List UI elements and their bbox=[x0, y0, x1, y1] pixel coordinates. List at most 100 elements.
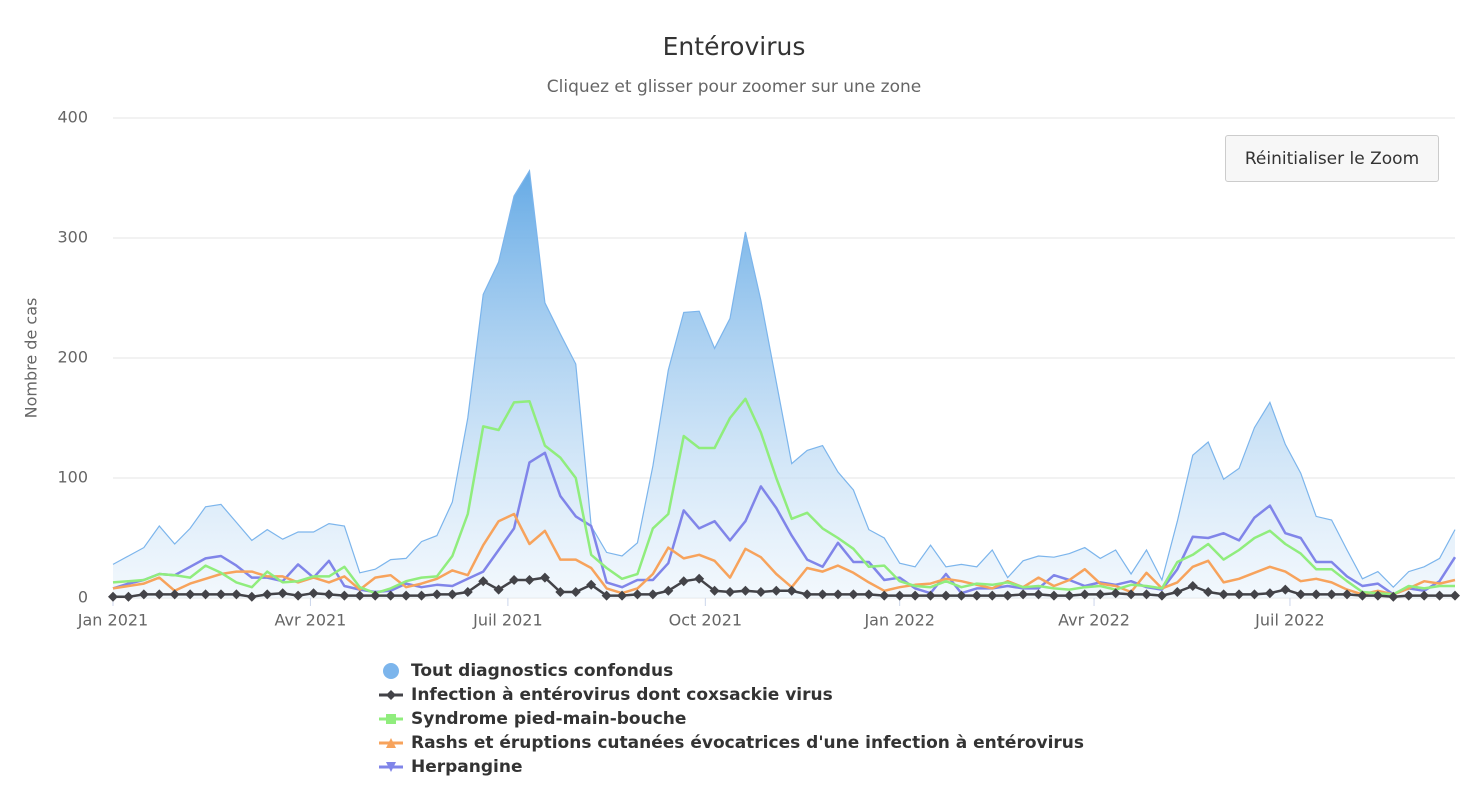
point-marker bbox=[786, 585, 797, 596]
legend-label: Rashs et éruptions cutanées évocatrices … bbox=[411, 733, 1084, 753]
point-marker bbox=[586, 579, 597, 590]
point-marker bbox=[246, 591, 257, 602]
series-line bbox=[112, 397, 1455, 596]
area-fill bbox=[113, 170, 1455, 599]
point-marker bbox=[832, 589, 843, 600]
point-marker bbox=[231, 589, 242, 600]
point-marker bbox=[647, 589, 658, 600]
x-tick-label: Juil 2022 bbox=[1254, 611, 1325, 630]
point-marker bbox=[462, 587, 473, 597]
point-marker bbox=[401, 590, 412, 601]
point-marker bbox=[509, 575, 520, 585]
legend-symbol bbox=[383, 663, 399, 679]
point-marker bbox=[1234, 589, 1245, 600]
point-marker bbox=[1372, 590, 1383, 601]
point-marker bbox=[323, 589, 334, 600]
y-axis-title: Nombre de cas bbox=[22, 298, 41, 419]
point-marker bbox=[987, 590, 998, 601]
reset-zoom-button[interactable]: Réinitialiser le Zoom bbox=[1225, 135, 1439, 182]
point-marker bbox=[339, 590, 350, 601]
point-marker bbox=[1033, 589, 1044, 600]
point-marker bbox=[1403, 590, 1414, 601]
point-marker bbox=[1218, 589, 1229, 600]
legend-label: Syndrome pied-main-bouche bbox=[411, 709, 686, 729]
point-marker bbox=[1064, 590, 1075, 601]
point-marker bbox=[1295, 589, 1306, 600]
area-line bbox=[112, 169, 1456, 589]
point-marker bbox=[539, 572, 550, 583]
y-tick-label: 300 bbox=[57, 228, 88, 247]
series-line bbox=[112, 512, 1456, 596]
point-marker bbox=[108, 591, 118, 602]
point-marker bbox=[755, 587, 766, 597]
point-marker bbox=[1203, 587, 1214, 597]
point-marker bbox=[663, 585, 674, 596]
point-marker bbox=[370, 590, 381, 601]
legend-symbol bbox=[386, 762, 396, 772]
point-marker bbox=[123, 591, 134, 602]
point-marker bbox=[570, 587, 581, 597]
point-marker bbox=[925, 590, 936, 601]
legend-label: Herpangine bbox=[411, 757, 523, 777]
y-tick-label: 0 bbox=[78, 588, 88, 607]
point-marker bbox=[555, 587, 566, 597]
point-marker bbox=[956, 590, 967, 601]
point-marker bbox=[431, 589, 442, 600]
point-marker bbox=[385, 590, 396, 601]
point-marker bbox=[863, 589, 874, 600]
point-marker bbox=[771, 585, 782, 596]
point-marker bbox=[802, 589, 813, 600]
point-marker bbox=[879, 590, 890, 601]
legend-symbol bbox=[386, 690, 396, 700]
point-marker bbox=[1079, 589, 1090, 600]
point-marker bbox=[1002, 590, 1013, 601]
legend-label: Tout diagnostics confondus bbox=[411, 661, 673, 681]
point-marker bbox=[1048, 590, 1059, 601]
point-marker bbox=[293, 590, 304, 601]
y-tick-label: 200 bbox=[57, 348, 88, 367]
point-marker bbox=[1311, 589, 1322, 600]
point-marker bbox=[1095, 589, 1106, 600]
x-tick-label: Jan 2022 bbox=[863, 611, 934, 630]
y-tick-label: 400 bbox=[57, 108, 88, 127]
point-marker bbox=[493, 584, 504, 595]
point-marker bbox=[601, 590, 612, 601]
point-marker bbox=[154, 589, 165, 600]
point-marker bbox=[694, 573, 705, 584]
legend-symbol bbox=[386, 738, 396, 748]
point-marker bbox=[848, 589, 859, 600]
point-marker bbox=[1126, 589, 1137, 600]
point-marker bbox=[1388, 591, 1399, 602]
point-marker bbox=[1419, 590, 1430, 601]
point-marker bbox=[215, 589, 226, 600]
x-tick-label: Juil 2021 bbox=[472, 611, 543, 630]
point-marker bbox=[1342, 589, 1353, 600]
point-marker bbox=[524, 575, 535, 585]
legend-symbol bbox=[386, 714, 396, 724]
point-marker bbox=[1110, 588, 1121, 599]
point-marker bbox=[709, 585, 720, 596]
point-marker bbox=[1018, 589, 1029, 600]
point-marker bbox=[1326, 589, 1337, 600]
point-marker bbox=[138, 589, 149, 600]
point-marker bbox=[678, 576, 689, 587]
point-marker bbox=[416, 590, 427, 601]
point-marker bbox=[169, 589, 180, 600]
point-marker bbox=[740, 585, 751, 596]
point-marker bbox=[277, 588, 288, 599]
point-marker bbox=[1249, 589, 1260, 600]
point-marker bbox=[725, 587, 736, 597]
point-marker bbox=[447, 589, 458, 600]
point-marker bbox=[1450, 590, 1460, 601]
x-tick-label: Avr 2022 bbox=[1058, 611, 1130, 630]
x-tick-label: Avr 2021 bbox=[275, 611, 347, 630]
point-marker bbox=[971, 590, 982, 601]
point-marker bbox=[910, 590, 921, 601]
point-marker bbox=[940, 590, 951, 601]
point-marker bbox=[1280, 584, 1291, 595]
point-marker bbox=[262, 589, 273, 600]
point-marker bbox=[185, 589, 196, 600]
point-marker bbox=[632, 589, 643, 600]
